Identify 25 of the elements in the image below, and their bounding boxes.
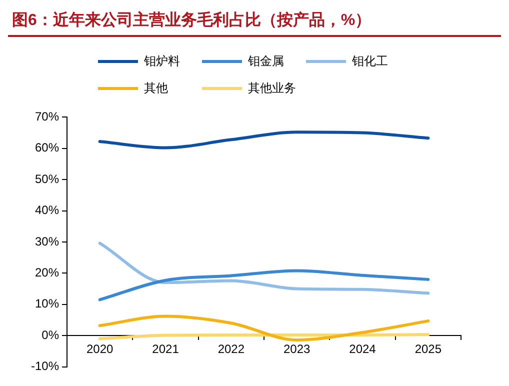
x-tick-label: 2023 bbox=[283, 342, 311, 356]
x-tick-label: 2022 bbox=[218, 342, 245, 356]
legend-label: 其他 bbox=[144, 80, 168, 97]
y-tick-label: 70% bbox=[34, 110, 60, 124]
x-tick-label: 2020 bbox=[86, 342, 114, 356]
line-series bbox=[98, 242, 430, 295]
y-tick-label: 20% bbox=[34, 266, 60, 280]
legend-label: 钼炉料 bbox=[144, 53, 180, 70]
y-tick-label: 50% bbox=[34, 172, 60, 186]
x-tick-label: 2024 bbox=[349, 342, 376, 356]
y-tick-label: 10% bbox=[34, 296, 60, 311]
chart-title: 图6：近年来公司主营业务毛利占比（按产品，%） bbox=[8, 8, 501, 37]
y-tick-label: 60% bbox=[34, 140, 60, 155]
line-series bbox=[98, 269, 430, 302]
x-tick-label: 2021 bbox=[152, 342, 180, 356]
line-series bbox=[98, 314, 430, 342]
y-tick-label: 0% bbox=[42, 328, 60, 342]
legend-label: 钼化工 bbox=[352, 53, 388, 70]
y-tick-label: -10% bbox=[31, 359, 60, 374]
y-tick-label: 40% bbox=[34, 203, 60, 218]
y-tick-label: 30% bbox=[34, 234, 60, 248]
line-series bbox=[98, 130, 430, 150]
legend-label: 钼金属 bbox=[248, 53, 284, 70]
legend-label: 其他业务 bbox=[248, 80, 296, 97]
x-tick-label: 2025 bbox=[414, 342, 442, 356]
